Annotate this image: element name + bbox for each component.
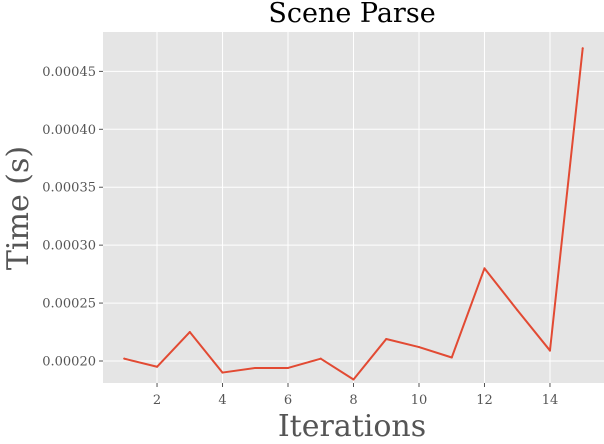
data-point xyxy=(123,357,126,360)
x-tick-label: 2 xyxy=(153,393,161,408)
axis-ticks: 2 4 6 8 10 12 14 0.00020 0.00025 0.00030 0.00035 0.… xyxy=(42,65,558,408)
x-tick-label: 4 xyxy=(218,393,226,408)
y-tick-label: 0.00045 xyxy=(42,65,96,80)
y-tick-label: 0.00030 xyxy=(42,239,96,254)
x-tick-label: 10 xyxy=(411,393,428,408)
data-point xyxy=(548,349,551,352)
data-point xyxy=(188,331,191,334)
y-tick-label: 0.00035 xyxy=(42,181,96,196)
data-point xyxy=(483,267,486,270)
data-point xyxy=(450,356,453,359)
data-point xyxy=(385,337,388,340)
chart-title: Scene Parse xyxy=(268,0,435,29)
data-point xyxy=(254,366,257,369)
data-point xyxy=(417,346,420,349)
y-tick-label: 0.00020 xyxy=(42,354,96,369)
series-layer xyxy=(123,47,584,381)
data-point xyxy=(156,365,159,368)
y-tick-label: 0.00040 xyxy=(42,123,96,138)
grid-lines xyxy=(103,32,604,383)
y-axis-label: Time (s) xyxy=(1,146,36,270)
x-tick-label: 12 xyxy=(476,393,493,408)
data-point xyxy=(352,378,355,381)
x-axis-label: Iterations xyxy=(278,409,426,444)
data-point xyxy=(319,357,322,360)
y-tick-label: 0.00025 xyxy=(42,297,96,312)
data-point xyxy=(516,309,519,312)
x-tick-label: 14 xyxy=(542,393,559,408)
x-tick-label: 6 xyxy=(284,393,292,408)
data-point xyxy=(287,366,290,369)
x-tick-label: 8 xyxy=(349,393,357,408)
data-point xyxy=(221,371,224,374)
data-point xyxy=(581,47,584,50)
